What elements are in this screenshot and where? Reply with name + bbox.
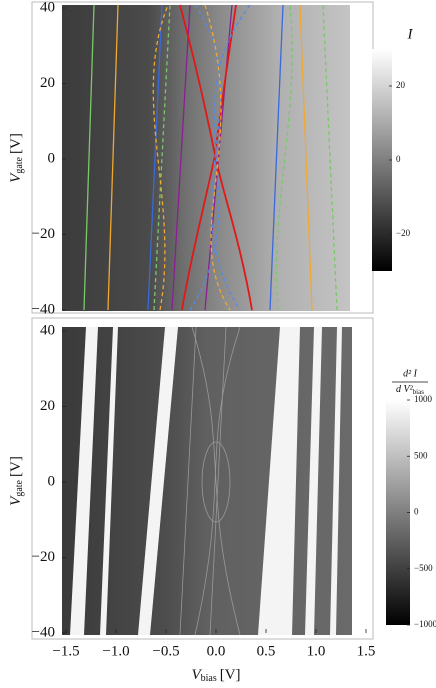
y-tick-label: 20 <box>40 398 55 414</box>
colorbar-tick-label: 500 <box>414 450 428 460</box>
y-tick-label: −20 <box>32 549 55 565</box>
colorbar-label: I <box>407 26 414 42</box>
colorbar-tick-label: 0 <box>396 154 401 164</box>
x-tick-label: 1.0 <box>307 643 326 659</box>
colorbar-label: d² I <box>403 368 417 379</box>
colorbar-tick-label: 1000 <box>414 394 433 404</box>
model-curves <box>83 4 338 311</box>
x-tick-label: −1.0 <box>102 643 129 659</box>
heatmap <box>62 5 350 311</box>
y-axis-label: Vgate[V] <box>8 133 25 183</box>
heatmap-features <box>179 326 241 636</box>
y-tick-label: −40 <box>32 301 55 317</box>
panel-frame <box>31 317 374 640</box>
heatmap-features <box>70 327 342 635</box>
x-tick-label: 0.0 <box>207 643 226 659</box>
y-axis-label: Vgate[V] <box>8 456 25 506</box>
colorbar-tick-label: −20 <box>396 228 411 238</box>
y-tick-label: −20 <box>32 226 55 242</box>
x-tick-label: 1.5 <box>357 643 376 659</box>
y-tick-label: 20 <box>40 75 55 91</box>
y-tick-label: 40 <box>40 322 55 338</box>
y-tick-label: −40 <box>32 624 55 640</box>
y-tick-label: 0 <box>48 473 56 489</box>
x-axis-label: Vbias [V] <box>191 667 240 684</box>
colorbar-tick-label: 0 <box>414 507 419 517</box>
x-tick-label: 0.5 <box>257 643 276 659</box>
colorbar-tick-label: 20 <box>396 80 406 90</box>
x-tick-label: −0.5 <box>152 643 179 659</box>
colorbar-label: d V²bias <box>396 384 424 395</box>
colorbar-tick-label: −1000 <box>414 619 436 629</box>
y-tick-label: 0 <box>48 150 56 166</box>
colorbar-tick-label: −500 <box>414 563 433 573</box>
x-tick-label: −1.5 <box>52 643 79 659</box>
colorbar <box>386 400 410 625</box>
y-tick-label: 40 <box>40 0 55 15</box>
colorbar <box>372 49 392 271</box>
